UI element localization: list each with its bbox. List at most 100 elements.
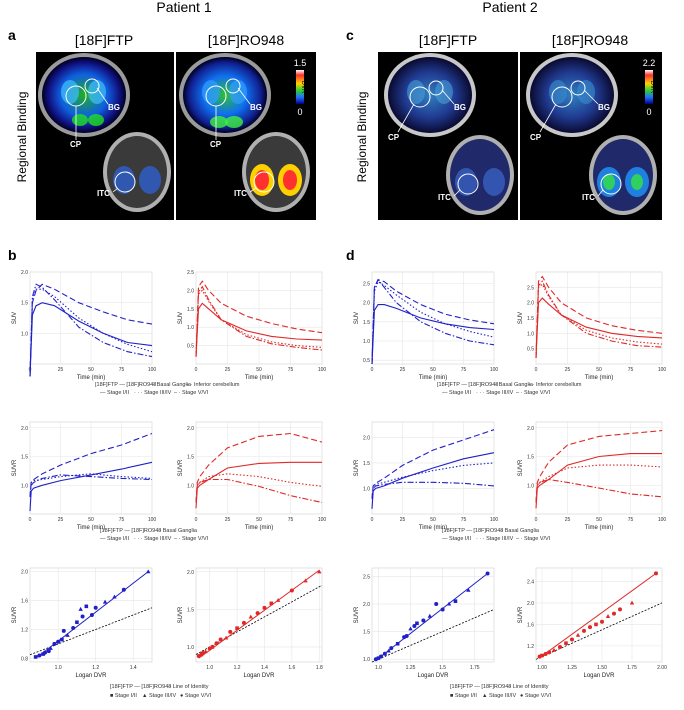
data-point-stage34 xyxy=(408,626,413,631)
y-axis-label: SUVR xyxy=(518,606,524,623)
x-tick-label: 100 xyxy=(490,517,499,523)
identity-line xyxy=(195,584,323,655)
x-tick-label: 75 xyxy=(461,517,467,523)
legend-stage12: ■ Stage I/II xyxy=(110,693,137,699)
y-tick-label: 2.4 xyxy=(527,579,534,585)
data-point-stage56 xyxy=(262,605,267,610)
legend-tracers: [18F]FTP — [18F]RO948 xyxy=(442,528,503,534)
data-point-stage56 xyxy=(582,628,586,633)
y-tick-label: 2.0 xyxy=(527,426,534,432)
legend-tracers: [18F]FTP — [18F]RO948 xyxy=(95,382,156,388)
x-tick-label: 75 xyxy=(461,367,467,373)
x-tick-label: 50 xyxy=(596,367,602,373)
data-point-stage12 xyxy=(75,620,79,625)
roi-label-itc-p1-ftp: ITC xyxy=(97,189,110,198)
legend-stage34: ▲ Stage III/IV xyxy=(482,693,517,699)
y-tick-label: 1.0 xyxy=(187,325,194,331)
regression-line xyxy=(375,573,488,661)
legend-stage12: — Stage I/II xyxy=(442,390,472,396)
colorbar-min-p2: 0 xyxy=(646,107,651,117)
y-tick-label: 1.0 xyxy=(527,483,534,489)
chart-p2_suvr_ftp: 0 25 50 75 100 1.0 1.5 2.0 Time (min) SUVR xyxy=(354,421,499,531)
y-tick-label: 2.5 xyxy=(363,574,370,580)
x-tick-label: 1.25 xyxy=(567,665,577,671)
roi-label-cp-p2-ro: CP xyxy=(530,133,542,142)
x-tick-label: 50 xyxy=(88,517,94,523)
x-tick-label: 25 xyxy=(565,517,571,523)
x-axis-label: Logan DVR xyxy=(243,673,275,679)
y-tick-label: 1.5 xyxy=(363,461,370,467)
y-tick-label: 2.0 xyxy=(187,426,194,432)
legend-tracers: [18F]FTP — [18F]RO948 xyxy=(100,528,161,534)
data-point-stage34 xyxy=(446,601,452,606)
x-tick-label: 100 xyxy=(148,517,157,523)
brain-image-p2-ro xyxy=(520,52,662,220)
tracer-title-p2-ro: [18F]RO948 xyxy=(552,32,628,48)
x-tick-label: 100 xyxy=(148,367,157,373)
y-tick-label: 1.5 xyxy=(527,455,534,461)
legend-stage34: ▲ Stage III/IV xyxy=(142,693,177,699)
x-tick-label: 1.4 xyxy=(261,665,268,671)
series-line-stage-i-ii xyxy=(29,461,153,512)
legend-stage56: – · Stage V/VI xyxy=(174,390,209,396)
x-tick-label: 0 xyxy=(535,367,538,373)
y-tick-label: 2.5 xyxy=(187,270,194,276)
y-tick-label: 0.5 xyxy=(527,347,534,353)
data-point-stage56 xyxy=(543,651,548,656)
data-point-stage34 xyxy=(317,569,322,574)
series-line-stage-v-vi xyxy=(371,481,495,499)
chart-p1_suv_ro: 0 25 50 75 100 0.5 1.0 1.5 2.0 2.5 Time (min) SUV xyxy=(178,270,326,381)
chart-p1_scatter_ftp: 1.0 1.2 1.4 0.8 1.2 1.6 2.0 Logan DVR SUVR xyxy=(12,567,153,679)
y-tick-label: 1.0 xyxy=(187,483,194,489)
y-tick-label: 1.5 xyxy=(187,455,194,461)
x-tick-label: 25 xyxy=(225,367,231,373)
panel-label-c: c xyxy=(346,27,354,43)
data-point-stage34 xyxy=(466,587,471,592)
y-axis-label: SUVR xyxy=(12,459,18,476)
x-tick-label: 25 xyxy=(400,517,406,523)
x-tick-label: 75 xyxy=(628,517,634,523)
data-point-stage34 xyxy=(65,632,70,637)
legend-stage56: – · Stage V/VI xyxy=(516,390,551,396)
y-tick-label: 1.5 xyxy=(21,455,28,461)
x-axis-label: Time (min) xyxy=(77,375,105,381)
data-point-stage12 xyxy=(564,641,568,645)
legend-identity: - - Line of Identity xyxy=(506,684,549,690)
y-tick-label: 1.5 xyxy=(527,316,534,322)
panel-label-d: d xyxy=(346,247,355,263)
legend-row2-p2: [18F]FTP — [18F]RO948 - - Basal Ganglia … xyxy=(442,528,551,542)
x-tick-label: 100 xyxy=(490,367,499,373)
y-tick-label: 1.0 xyxy=(21,331,28,337)
data-point-stage56 xyxy=(46,649,51,654)
tracer-title-p1-ftp: [18F]FTP xyxy=(75,32,133,48)
x-tick-label: 1.00 xyxy=(537,665,547,671)
series-line-basal-ganglia xyxy=(371,429,495,499)
x-tick-label: 0 xyxy=(535,517,538,523)
data-point-stage56 xyxy=(434,601,439,606)
chart-frame xyxy=(371,567,495,663)
y-tick-label: 2.5 xyxy=(363,282,370,288)
chart-p1_scatter_ro: 1.0 1.2 1.4 1.6 1.8 1.0 1.5 2.0 Logan DVR SUVR xyxy=(178,567,323,679)
series-line-stage-i-ii xyxy=(535,453,662,509)
data-point-stage56 xyxy=(404,634,409,639)
data-point-stage34 xyxy=(275,598,281,602)
data-point-stage34 xyxy=(78,606,83,611)
x-tick-label: 1.75 xyxy=(470,665,480,671)
legend-stage12: — Stage I/II xyxy=(100,536,130,542)
x-tick-label: 1.2 xyxy=(234,665,241,671)
chart-p1_suvr_ftp: 0 25 50 75 100 1.0 1.5 2.0 Time (min) SUVR xyxy=(12,421,157,531)
colorbar-label-p1: DVR xyxy=(300,81,306,94)
x-axis-label: Time (min) xyxy=(585,375,613,381)
x-tick-label: 1.50 xyxy=(597,665,607,671)
series-line-stage-v-vi xyxy=(535,478,663,503)
data-point-stage34 xyxy=(48,645,53,650)
x-tick-label: 100 xyxy=(318,367,327,373)
roi-label-bg-p1-ftp: BG xyxy=(108,103,120,112)
roi-label-itc-p2-ftp: ITC xyxy=(438,193,451,202)
data-point-stage12 xyxy=(60,637,64,642)
roi-label-itc-p2-ro: ITC xyxy=(582,193,595,202)
roi-label-bg-p2-ro: BG xyxy=(598,103,610,112)
y-axis-label: SUVR xyxy=(354,606,360,623)
y-tick-label: 1.5 xyxy=(363,630,370,636)
legend-ic: – · Inferior cerebellum xyxy=(528,382,582,388)
